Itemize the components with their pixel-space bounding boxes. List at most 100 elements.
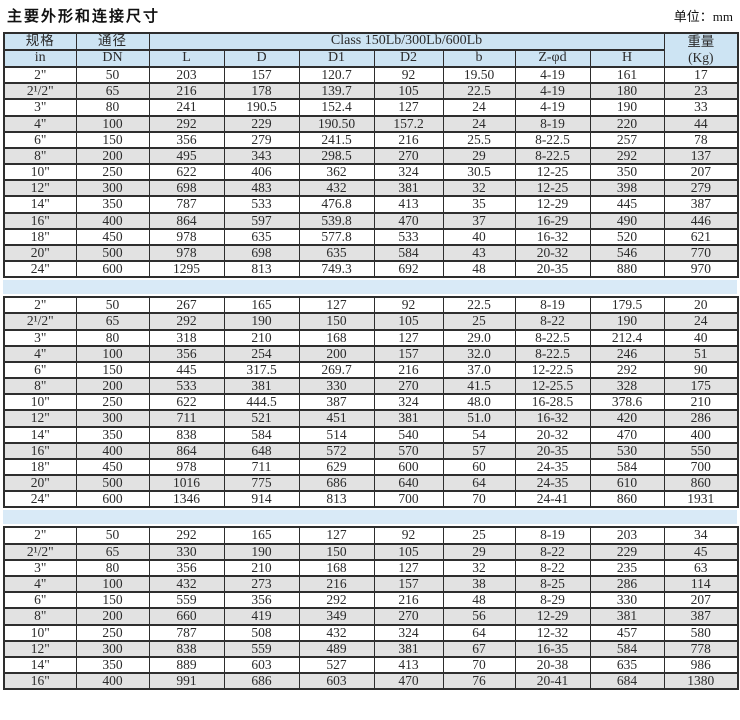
table-cell: 539.8 — [298, 211, 375, 230]
table-row: 16" 400 864 648 572 570 57 20-35 530 550 — [3, 441, 739, 460]
table-cell: 78 — [663, 130, 739, 149]
table-cell: 57 — [442, 441, 516, 460]
table-cell: 640 — [373, 474, 444, 493]
table-cell: 4-19 — [514, 65, 591, 85]
table-cell: 80 — [75, 558, 150, 577]
table-cell: 150 — [298, 312, 375, 331]
table-cell: 105 — [373, 312, 444, 331]
table-cell: 267 — [148, 296, 225, 315]
table-cell: 200 — [75, 607, 150, 626]
table-cell: 216 — [298, 574, 375, 594]
col-header-weight: 重量 (Kg) — [663, 32, 739, 68]
table-cell: 32 — [442, 179, 516, 198]
table-cell: 250 — [75, 163, 150, 182]
table-cell: 838 — [148, 639, 225, 658]
table-cell: 483 — [223, 179, 300, 198]
table-cell: 489 — [298, 639, 375, 658]
table-cell: 356 — [148, 344, 225, 363]
table-row: 4" 100 356 254 200 157 32.0 8-22.5 246 51 — [3, 344, 739, 363]
table-cell: 105 — [373, 82, 444, 101]
table-cell: 37.0 — [442, 360, 516, 380]
table-cell: 50 — [75, 526, 150, 545]
table-cell: 445 — [148, 360, 225, 380]
col-header-spec: 规格 — [3, 32, 77, 51]
table-cell: 546 — [589, 243, 665, 263]
table-cell: 8-19 — [514, 114, 591, 133]
table-cell: 533 — [148, 377, 225, 396]
table-cell: 8-22.5 — [514, 344, 591, 363]
table-row: 8" 200 533 381 330 270 41.5 12-25.5 328 175 — [3, 377, 739, 396]
table-cell: 559 — [148, 591, 225, 610]
table-cell: 787 — [148, 195, 225, 214]
table-cell: 34 — [663, 526, 739, 545]
table-cell: 65 — [75, 312, 150, 331]
table-cell: 80 — [75, 98, 150, 117]
table-cell: 698 — [223, 243, 300, 263]
table-cell: 212.4 — [589, 328, 665, 347]
table-cell: 20-38 — [514, 655, 591, 675]
table-row: 10" 250 622 444.5 387 324 48.0 16-28.5 378.6 210 — [3, 393, 739, 412]
table-cell: 16-32 — [514, 409, 591, 428]
table-cell: 241.5 — [298, 130, 375, 149]
table-cell: 12-29 — [514, 195, 591, 214]
table-cell: 400 — [75, 211, 150, 230]
table-cell: 476.8 — [298, 195, 375, 214]
table-cell: 65 — [75, 542, 150, 561]
table-cell: 490 — [589, 211, 665, 230]
table-cell: 157.2 — [373, 114, 444, 133]
col-header-in: in — [3, 49, 77, 68]
table-cell: 570 — [373, 441, 444, 460]
table-cell: 8-22.5 — [514, 130, 591, 149]
table-cell: 254 — [223, 344, 300, 363]
table-cell: 8-29 — [514, 591, 591, 610]
table-cell: 25 — [442, 526, 516, 545]
table-cell: 400 — [663, 425, 739, 444]
table-cell: 12-25 — [514, 163, 591, 182]
table-cell: 16" — [3, 211, 77, 230]
table-cell: 250 — [75, 393, 150, 412]
table-cell: 48 — [442, 260, 516, 279]
table-cell: 621 — [663, 227, 739, 246]
header-row-2: in DN L D D1 D2 b Z-φd H — [3, 49, 738, 68]
table-cell: 550 — [663, 441, 739, 460]
table-cell: 175 — [663, 377, 739, 396]
table-cell: 8" — [3, 146, 77, 166]
table-cell: 165 — [223, 526, 300, 545]
table-cell: 292 — [589, 146, 665, 166]
table-cell: 622 — [148, 393, 225, 412]
table-cell: 48 — [442, 591, 516, 610]
table-cell: 70 — [442, 655, 516, 675]
table-cell: 813 — [223, 260, 300, 279]
table-cell: 3" — [3, 328, 77, 347]
table-cell: 35 — [442, 195, 516, 214]
table-cell: 17 — [663, 65, 739, 85]
table-cell: 6" — [3, 130, 77, 149]
col-header-Zd: Z-φd — [514, 49, 591, 68]
table-cell: 533 — [223, 195, 300, 214]
table-cell: 1016 — [148, 474, 225, 493]
table-cell: 457 — [589, 623, 665, 642]
table-cell: 8-22 — [514, 542, 591, 561]
table-cell: 37 — [442, 211, 516, 230]
table-cell: 533 — [373, 227, 444, 246]
table-cell: 29.0 — [442, 328, 516, 347]
table-cell: 350 — [75, 195, 150, 214]
table-cell: 20-35 — [514, 260, 591, 279]
table-cell: 216 — [373, 130, 444, 149]
table-cell: 168 — [298, 558, 375, 577]
table-cell: 330 — [298, 377, 375, 396]
table-row: 3" 80 241 190.5 152.4 127 24 4-19 190 33 — [3, 98, 739, 117]
table-cell: 273 — [223, 574, 300, 594]
table-row: 20" 500 978 698 635 584 43 20-32 546 770 — [3, 243, 739, 263]
table-cell: 508 — [223, 623, 300, 642]
table-cell: 157 — [223, 65, 300, 85]
table-cell: 292 — [589, 360, 665, 380]
unit-label: 单位：mm — [673, 9, 733, 24]
table-cell: 178 — [223, 82, 300, 101]
table-cell: 16" — [3, 441, 77, 460]
table-cell: 229 — [223, 114, 300, 133]
table-cell: 257 — [589, 130, 665, 149]
table-cell: 603 — [223, 655, 300, 675]
table-row: 3" 80 356 210 168 127 32 8-22 235 63 — [3, 558, 739, 577]
table-cell: 150 — [75, 130, 150, 149]
